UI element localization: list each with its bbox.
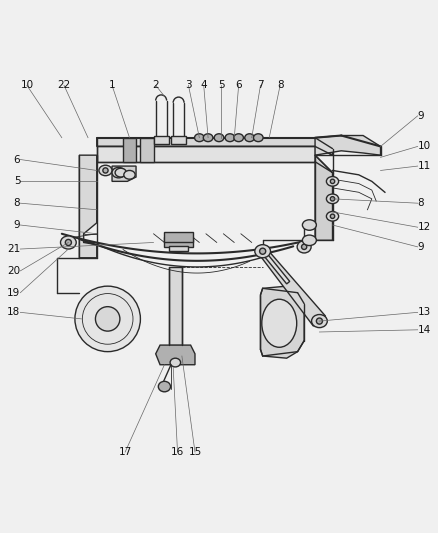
Ellipse shape [158,381,170,392]
Text: 8: 8 [418,198,424,208]
Text: 6: 6 [235,80,242,90]
Ellipse shape [326,212,339,221]
Text: 19: 19 [7,288,20,298]
Ellipse shape [316,318,322,324]
Ellipse shape [75,286,141,352]
Bar [169,246,188,251]
Ellipse shape [115,168,127,177]
Text: 5: 5 [218,80,225,90]
Text: 8: 8 [277,80,283,90]
Polygon shape [169,266,182,345]
Ellipse shape [65,239,71,246]
Text: 8: 8 [14,198,20,208]
Text: 13: 13 [418,308,431,317]
Polygon shape [97,147,315,161]
Ellipse shape [225,134,235,142]
Polygon shape [315,155,332,240]
Text: 20: 20 [7,266,20,276]
Text: 9: 9 [14,220,20,230]
Ellipse shape [311,314,327,328]
Text: 15: 15 [188,447,201,457]
Polygon shape [97,138,332,155]
Text: 12: 12 [418,222,431,232]
Text: 9: 9 [418,111,424,121]
Ellipse shape [260,248,266,254]
Polygon shape [259,248,325,326]
Ellipse shape [203,134,213,142]
Polygon shape [315,135,381,155]
Text: 18: 18 [7,308,20,317]
Bar [164,231,193,243]
Ellipse shape [302,235,316,246]
Ellipse shape [254,134,263,142]
Ellipse shape [124,171,135,179]
Polygon shape [79,155,97,258]
Ellipse shape [301,244,307,249]
Text: 9: 9 [418,242,424,252]
Polygon shape [112,166,136,181]
Text: 22: 22 [57,80,71,90]
Bar [171,136,186,144]
Ellipse shape [255,245,271,258]
Ellipse shape [245,134,254,142]
Ellipse shape [330,214,335,219]
Text: 10: 10 [418,141,431,151]
Text: 16: 16 [171,447,184,457]
Text: 14: 14 [418,325,431,335]
Polygon shape [141,138,153,161]
Ellipse shape [60,236,76,249]
Polygon shape [261,250,290,284]
Ellipse shape [297,241,311,253]
Text: 10: 10 [20,80,33,90]
Text: 3: 3 [185,80,192,90]
Ellipse shape [112,167,125,178]
Text: 5: 5 [14,176,20,187]
Ellipse shape [326,176,339,186]
Ellipse shape [116,170,121,175]
Text: 6: 6 [14,155,20,165]
Text: 7: 7 [257,80,264,90]
Text: 11: 11 [418,161,431,171]
Text: 21: 21 [7,244,20,254]
Ellipse shape [214,134,224,142]
Ellipse shape [103,168,108,173]
Polygon shape [261,286,304,358]
Ellipse shape [302,220,316,230]
Ellipse shape [330,197,335,201]
Text: 1: 1 [109,80,115,90]
Bar [164,237,193,247]
Polygon shape [155,345,195,365]
Text: 17: 17 [119,447,132,457]
Ellipse shape [170,358,180,367]
Ellipse shape [330,179,335,183]
Bar [153,136,169,144]
Ellipse shape [95,306,120,331]
Ellipse shape [262,299,297,348]
Ellipse shape [194,134,204,142]
Text: 2: 2 [152,80,159,90]
Ellipse shape [326,194,339,204]
Ellipse shape [99,165,112,176]
Polygon shape [123,138,136,161]
Text: 4: 4 [201,80,207,90]
Ellipse shape [234,134,244,142]
